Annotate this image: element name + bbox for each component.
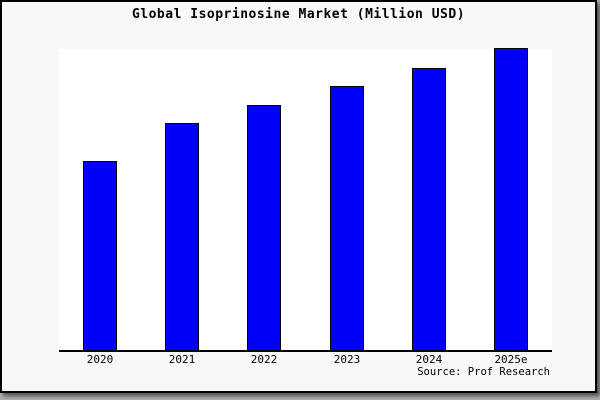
chart-title: Global Isoprinosine Market (Million USD) (131, 7, 466, 22)
chart-figure: Global Isoprinosine Market (Million USD)… (0, 0, 597, 393)
x-tick-label-2023: 2023 (333, 353, 361, 366)
plot-area (59, 48, 552, 352)
bar-2022 (247, 105, 281, 350)
source-credit: Source: Prof Research (417, 366, 550, 378)
bar-2024 (412, 68, 446, 350)
x-tick-label-2022: 2022 (250, 353, 278, 366)
bar-2021 (165, 123, 199, 350)
bar-2020 (83, 161, 117, 350)
bar-2025e (494, 48, 528, 350)
x-tick-label-2020: 2020 (86, 353, 114, 366)
x-tick-label-2024: 2024 (415, 353, 443, 366)
x-tick-label-2025e: 2025e (494, 353, 528, 366)
bar-2023 (330, 86, 364, 350)
x-tick-label-2021: 2021 (168, 353, 196, 366)
